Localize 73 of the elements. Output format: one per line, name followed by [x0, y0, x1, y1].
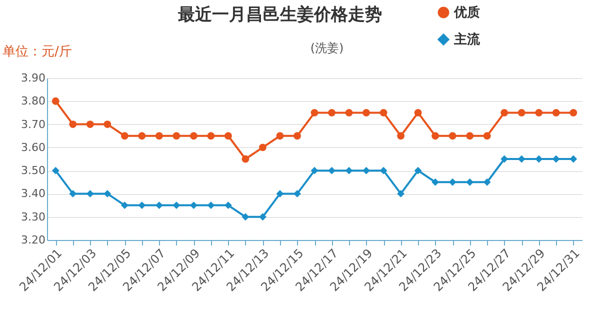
point: [483, 132, 491, 140]
point: [172, 202, 180, 209]
point: [86, 120, 94, 128]
point: [518, 109, 526, 116]
point: [207, 202, 215, 209]
point: [242, 213, 250, 221]
point: [552, 109, 560, 116]
point: [138, 202, 146, 209]
legend-label: 优质: [453, 4, 480, 20]
point: [483, 178, 491, 186]
point: [380, 109, 388, 116]
point: [414, 109, 422, 116]
point: [120, 132, 128, 140]
y-tick-label: 3.60: [21, 140, 46, 154]
point: [466, 178, 474, 186]
point: [104, 120, 112, 128]
point: [190, 132, 198, 140]
point: [259, 213, 266, 221]
point: [69, 120, 77, 128]
point: [294, 132, 301, 140]
point: [276, 132, 284, 140]
point: [570, 155, 578, 163]
y-tick-label: 3.70: [21, 118, 46, 131]
point: [432, 132, 440, 140]
point: [328, 109, 336, 116]
point: [155, 132, 163, 140]
point: [397, 132, 404, 140]
point: [294, 190, 301, 198]
point: [224, 202, 232, 209]
point: [276, 190, 284, 198]
point: [138, 132, 146, 140]
point: [448, 132, 456, 140]
point: [500, 109, 508, 116]
point: [172, 132, 180, 140]
y-tick-label: 3.80: [21, 94, 46, 108]
point: [345, 109, 353, 116]
point: [432, 178, 440, 186]
chart-title: 最近一月昌邑生姜价格走势: [177, 4, 382, 25]
y-tick-label: 3.90: [21, 72, 46, 84]
point: [362, 109, 370, 116]
point: [552, 155, 560, 163]
point: [104, 190, 112, 198]
point: [310, 109, 318, 116]
point: [570, 109, 578, 116]
y-tick-label: 3.50: [21, 164, 46, 178]
point: [328, 166, 336, 174]
point: [397, 190, 404, 198]
point: [52, 97, 60, 105]
point: [86, 190, 94, 198]
point: [190, 202, 198, 209]
point: [120, 202, 128, 209]
y-tick-label: 3.20: [21, 234, 46, 246]
point: [380, 166, 388, 174]
point: [466, 132, 474, 140]
y-tick-label: 3.30: [21, 210, 46, 224]
y-axis-title: 单位：元/斤: [2, 44, 72, 60]
point: [535, 109, 543, 116]
point: [224, 132, 232, 140]
point: [155, 202, 163, 209]
point: [414, 166, 422, 174]
point: [69, 190, 77, 198]
point: [448, 178, 456, 186]
point: [52, 166, 60, 174]
point: [259, 144, 266, 152]
chart-subtitle: (洗姜): [310, 41, 344, 55]
point: [362, 166, 370, 174]
legend-label: 主流: [453, 32, 481, 48]
y-tick-label: 3.40: [21, 187, 46, 200]
point: [345, 166, 353, 174]
point: [207, 132, 215, 140]
point: [242, 155, 250, 163]
point: [518, 155, 526, 163]
point: [310, 166, 318, 174]
